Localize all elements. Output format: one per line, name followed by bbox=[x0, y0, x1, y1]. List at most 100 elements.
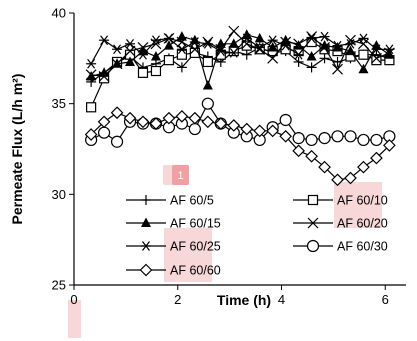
data-point bbox=[188, 122, 201, 136]
series-layer bbox=[84, 25, 396, 187]
data-point bbox=[125, 56, 136, 66]
data-point bbox=[163, 40, 174, 50]
legend-item: AF 60/15 bbox=[126, 217, 221, 231]
legend-swatch-marker bbox=[306, 239, 320, 253]
data-point bbox=[241, 49, 252, 60]
data-point bbox=[254, 42, 265, 53]
data-point bbox=[331, 173, 344, 187]
legend-item: AF 60/60 bbox=[126, 264, 221, 278]
data-point bbox=[344, 130, 357, 143]
data-point bbox=[358, 49, 369, 60]
data-point bbox=[86, 70, 97, 81]
data-point bbox=[319, 42, 330, 53]
data-point bbox=[202, 56, 213, 68]
data-point bbox=[150, 65, 162, 77]
data-point bbox=[162, 111, 176, 125]
data-point bbox=[240, 122, 254, 136]
data-point bbox=[84, 128, 98, 141]
legend-item: AF 60/10 bbox=[293, 194, 388, 208]
badge-label: 1 bbox=[177, 170, 183, 182]
data-point bbox=[319, 53, 330, 64]
data-point bbox=[201, 115, 215, 129]
data-point bbox=[384, 44, 395, 55]
legend-swatch-marker bbox=[307, 194, 319, 206]
data-point bbox=[293, 56, 304, 67]
data-point bbox=[279, 129, 292, 143]
data-point bbox=[176, 62, 187, 73]
data-point bbox=[188, 111, 202, 125]
data-point bbox=[306, 62, 317, 73]
axes: 25 30 35 40 0 2 4 6 bbox=[52, 6, 406, 307]
data-point bbox=[358, 33, 369, 44]
data-point bbox=[97, 126, 111, 139]
y-ticks: 25 30 35 40 bbox=[52, 6, 74, 293]
x-axis-title: Time (h) bbox=[217, 292, 271, 308]
data-point bbox=[345, 38, 356, 49]
data-point bbox=[175, 110, 189, 123]
data-point bbox=[344, 171, 357, 185]
legend-label: AF 60/5 bbox=[170, 194, 214, 208]
y-tick-label: 35 bbox=[52, 96, 66, 111]
data-point bbox=[228, 45, 239, 57]
data-point bbox=[292, 144, 305, 158]
data-point bbox=[357, 133, 370, 147]
y-tick-label: 30 bbox=[52, 187, 66, 202]
data-point bbox=[163, 55, 175, 66]
data-point bbox=[86, 58, 97, 69]
y-axis-title: Permeate Flux (L/h m²) bbox=[9, 74, 25, 225]
data-point bbox=[293, 38, 305, 50]
data-point bbox=[215, 43, 227, 55]
legend-left-highlight bbox=[164, 228, 212, 282]
data-point bbox=[137, 49, 148, 60]
annotation-badge: 1 bbox=[172, 165, 189, 185]
legend-label: AF 60/20 bbox=[337, 217, 388, 231]
data-point bbox=[214, 117, 228, 130]
data-point bbox=[201, 97, 214, 110]
data-point bbox=[150, 51, 161, 61]
legend-swatch-marker bbox=[139, 263, 153, 277]
data-point bbox=[149, 117, 163, 130]
data-point bbox=[267, 35, 278, 46]
data-point bbox=[383, 139, 396, 152]
legend-item: AF 60/20 bbox=[293, 217, 388, 231]
data-point bbox=[86, 102, 97, 113]
data-point bbox=[110, 106, 124, 120]
data-point bbox=[331, 130, 344, 143]
legend-swatch-marker bbox=[141, 241, 151, 251]
data-point bbox=[123, 111, 137, 125]
legend-item: AF 60/30 bbox=[293, 240, 388, 254]
data-point bbox=[293, 49, 304, 60]
data-point bbox=[189, 47, 200, 58]
data-point bbox=[137, 67, 149, 78]
legend: AF 60/5 AF 60/10 AF 60/15 AF 60/20 AF 60/25 A… bbox=[126, 194, 388, 278]
y-tick-label: 40 bbox=[52, 6, 66, 21]
legend-swatch-marker bbox=[307, 217, 319, 229]
data-point bbox=[357, 160, 370, 174]
data-point bbox=[254, 32, 265, 43]
series-line bbox=[91, 30, 390, 78]
legend-label: AF 60/10 bbox=[337, 194, 388, 208]
data-point bbox=[371, 52, 382, 64]
data-point bbox=[228, 48, 239, 58]
data-point bbox=[358, 63, 369, 74]
data-point bbox=[241, 33, 252, 44]
x-ticks: 0 2 4 6 bbox=[70, 285, 389, 307]
data-point bbox=[319, 31, 330, 42]
data-point bbox=[318, 160, 331, 174]
legend-label: AF 60/30 bbox=[337, 240, 388, 254]
data-point bbox=[97, 115, 111, 129]
data-point bbox=[267, 52, 279, 64]
data-point bbox=[371, 44, 382, 55]
data-point bbox=[306, 51, 317, 61]
x-tick-label: 0 bbox=[70, 292, 77, 307]
data-point bbox=[176, 31, 187, 41]
x-tick-0-highlight bbox=[68, 300, 81, 338]
x-tick-label: 2 bbox=[174, 292, 181, 307]
data-point bbox=[293, 40, 304, 50]
data-point bbox=[306, 33, 317, 44]
data-point bbox=[176, 49, 187, 60]
data-point bbox=[125, 38, 136, 49]
legend-item: AF 60/5 bbox=[126, 194, 214, 208]
legend-label: AF 60/25 bbox=[170, 240, 221, 254]
